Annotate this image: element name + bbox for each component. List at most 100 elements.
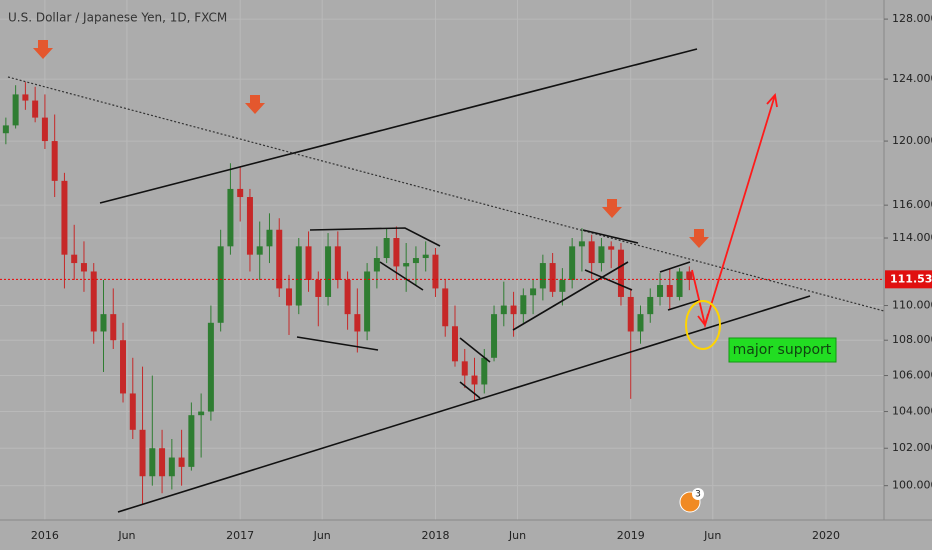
x-tick-label: 2018 <box>421 529 449 542</box>
candle-body <box>354 314 361 332</box>
candle-body <box>286 288 293 306</box>
trendline <box>309 227 441 247</box>
y-tick-label: 120.000 <box>892 134 932 147</box>
candle-body <box>22 94 29 101</box>
candle-body <box>188 415 195 467</box>
candle-body <box>559 279 566 292</box>
trendline <box>459 337 491 363</box>
y-tick-label: 116.000 <box>892 198 932 211</box>
badge-count <box>692 488 704 500</box>
y-tick-label: 124.000 <box>892 72 932 85</box>
candles <box>2 82 693 505</box>
candle-body <box>364 271 371 332</box>
candle-body <box>32 100 39 118</box>
candle-body <box>530 288 537 296</box>
candle-body <box>588 241 595 264</box>
last-price-label: 111.536 <box>890 272 932 285</box>
candle-body <box>412 258 419 264</box>
candle-body <box>334 246 341 280</box>
candle-body <box>217 246 224 323</box>
x-tick-label: 2017 <box>226 529 254 542</box>
candle-body <box>149 448 156 477</box>
candle-body <box>325 246 332 297</box>
candle-body <box>549 263 556 292</box>
last-price-box <box>885 270 932 289</box>
candle-body <box>315 279 322 297</box>
annotation-box <box>728 337 837 363</box>
candle-body <box>2 125 9 134</box>
candle-body <box>61 180 68 255</box>
x-tick-label: 2019 <box>617 529 645 542</box>
candle-body <box>344 279 351 315</box>
drawings: major support <box>7 40 885 513</box>
candle-body <box>442 288 449 327</box>
candle-body <box>100 314 107 332</box>
y-tick-label: 102.000 <box>892 441 932 454</box>
support-line <box>117 295 811 513</box>
highlight-circle <box>685 300 721 350</box>
annotation: major support <box>733 342 832 358</box>
x-tick-label: Jun <box>703 529 721 542</box>
trendline <box>99 48 698 204</box>
trendline <box>459 381 481 399</box>
candle-body <box>139 429 146 477</box>
candle-body <box>373 258 380 272</box>
trendline <box>659 261 691 273</box>
forecast-arrows <box>691 92 778 329</box>
candle-body <box>393 238 400 267</box>
candle-body <box>403 263 410 267</box>
x-tick-label: Jun <box>313 529 331 542</box>
candle-body <box>237 188 244 198</box>
x-tick-label: 2016 <box>31 529 59 542</box>
candle-body <box>276 229 283 289</box>
x-tick-label: Jun <box>508 529 526 542</box>
candle-body <box>110 314 117 341</box>
candle-body <box>51 141 58 181</box>
trendline <box>584 269 633 291</box>
candle-body <box>80 263 87 272</box>
badge-count-text: 3 <box>695 490 701 500</box>
candle-body <box>637 314 644 332</box>
x-tick-label: 2020 <box>812 529 840 542</box>
candle-body <box>578 241 585 247</box>
candle-body <box>598 246 605 264</box>
y-tick-label: 100.000 <box>892 479 932 492</box>
y-tick-label: 110.000 <box>892 299 932 312</box>
candle-body <box>383 238 390 259</box>
trendline <box>379 261 424 291</box>
x-tick-label: Jun <box>117 529 135 542</box>
candle-body <box>227 188 234 247</box>
candle-body <box>198 411 205 416</box>
candle-body <box>676 271 683 297</box>
candle-body <box>627 296 634 332</box>
candle-body <box>569 246 576 280</box>
candle-body <box>256 246 263 255</box>
y-tick-label: 114.000 <box>892 231 932 244</box>
y-tick-label: 128.000 <box>892 12 932 25</box>
axes: 100.000 102.000 104.000 106.000 108.000 110.0… <box>0 12 932 542</box>
trendline <box>667 299 701 311</box>
candle-body <box>451 326 458 362</box>
candle-body <box>461 361 468 376</box>
candle-body <box>266 229 273 247</box>
trendline <box>296 336 379 351</box>
candle-body <box>90 271 97 332</box>
candle-body <box>666 285 673 297</box>
candle-body <box>432 254 439 289</box>
y-tick-label: 108.000 <box>892 333 932 346</box>
candle-body <box>500 305 507 315</box>
y-tick-label: 104.000 <box>892 405 932 418</box>
candle-body <box>481 357 488 385</box>
trendline-dotted <box>7 76 885 312</box>
candle-body <box>295 246 302 306</box>
candle-body <box>539 263 546 289</box>
candle-body <box>520 295 527 315</box>
candle-body <box>657 285 664 297</box>
candle-body <box>647 296 654 315</box>
down-markers <box>33 40 709 248</box>
candle-body <box>129 393 136 430</box>
candle-body <box>617 249 624 297</box>
candle-body <box>246 197 253 255</box>
